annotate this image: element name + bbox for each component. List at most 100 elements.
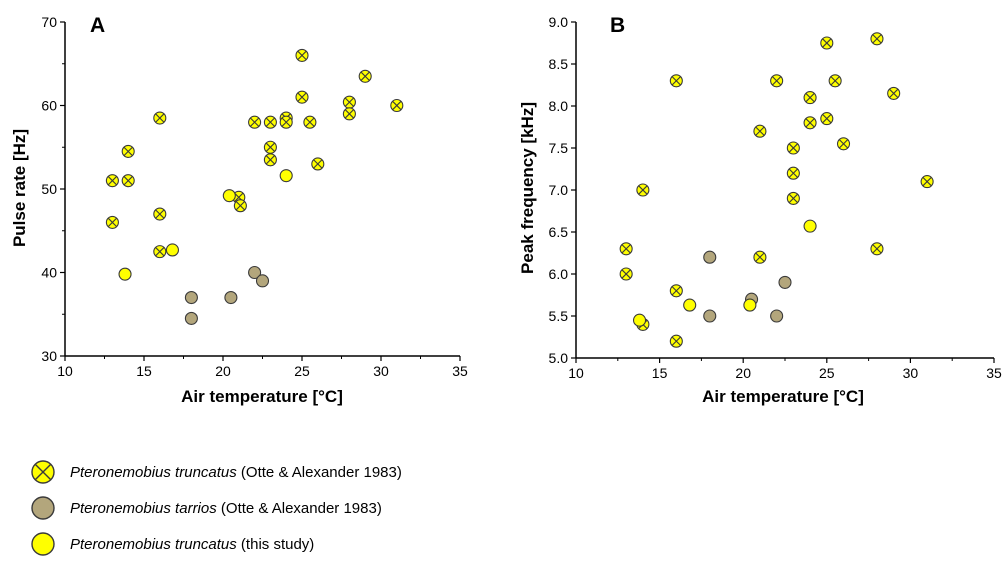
data-point-truncatus-study xyxy=(743,298,757,312)
data-point-truncatus-otte xyxy=(887,86,901,100)
panel-b-points xyxy=(619,32,934,348)
x-tick-label: 20 xyxy=(215,363,231,379)
data-point-truncatus-otte xyxy=(803,91,817,105)
data-point-truncatus-otte xyxy=(303,115,317,129)
data-point-truncatus-otte xyxy=(342,95,356,109)
data-point-truncatus-otte xyxy=(263,153,277,167)
data-point-truncatus-otte xyxy=(153,111,167,125)
data-point-tarrios xyxy=(224,290,238,305)
data-point-truncatus-otte xyxy=(342,107,356,121)
legend-item-truncatus-otte: Pteronemobius truncatus (Otte & Alexande… xyxy=(30,454,402,490)
data-point-truncatus-otte xyxy=(770,74,784,88)
data-point-tarrios xyxy=(184,311,198,325)
data-point-truncatus-otte xyxy=(295,48,309,62)
data-point-truncatus-otte xyxy=(669,284,683,298)
x-tick-label: 35 xyxy=(986,365,1002,381)
data-point-truncatus-otte xyxy=(920,175,934,189)
panel-a: A Pulse rate [Hz] Air temperature [°C] 1… xyxy=(10,14,468,406)
data-point-truncatus-otte xyxy=(295,90,309,104)
y-tick-label: 6.5 xyxy=(549,224,569,240)
x-tick-label: 20 xyxy=(735,365,751,381)
legend-item-tarrios: Pteronemobius tarrios (Otte & Alexander … xyxy=(30,490,402,526)
x-tick-label: 10 xyxy=(57,363,73,379)
legend-marker-yellow-circle-icon xyxy=(31,532,55,556)
legend-marker-crossed-yellow-icon xyxy=(31,460,55,484)
data-point-tarrios xyxy=(255,274,270,288)
y-tick-label: 30 xyxy=(41,348,57,364)
data-point-truncatus-otte xyxy=(248,115,262,129)
data-point-truncatus-study xyxy=(165,243,179,257)
data-point-tarrios xyxy=(703,309,717,323)
data-point-tarrios xyxy=(703,250,717,264)
y-tick-label: 9.0 xyxy=(549,14,569,30)
y-tick-label: 7.0 xyxy=(549,182,569,198)
data-point-truncatus-otte xyxy=(153,207,167,221)
panel-b-ticks: 10 15 20 25 30 35 5.0 5.5 6.0 6.5 7.0 7.5 8.0 8.5 9.0 xyxy=(549,14,1002,381)
x-tick-label: 15 xyxy=(136,363,152,379)
data-point-truncatus-otte xyxy=(786,141,800,155)
y-tick-label: 8.0 xyxy=(549,98,569,114)
data-point-truncatus-study xyxy=(222,189,236,203)
legend-label: Pteronemobius truncatus (this study) xyxy=(70,535,315,553)
data-point-truncatus-otte xyxy=(619,267,633,281)
data-point-tarrios xyxy=(184,290,198,305)
panel-b-ylabel: Peak frequency [kHz] xyxy=(518,102,537,274)
data-point-truncatus-otte xyxy=(636,183,650,197)
data-point-truncatus-otte xyxy=(669,334,683,348)
y-tick-label: 5.5 xyxy=(549,308,569,324)
y-tick-label: 5.0 xyxy=(549,350,569,366)
data-point-truncatus-otte xyxy=(153,245,167,259)
data-point-truncatus-otte xyxy=(105,215,119,229)
data-point-truncatus-otte xyxy=(358,69,372,83)
panel-a-points xyxy=(105,48,404,325)
legend: Pteronemobius truncatus (Otte & Alexande… xyxy=(30,454,402,562)
data-point-truncatus-otte xyxy=(619,242,633,256)
data-point-truncatus-study xyxy=(279,169,293,183)
data-point-truncatus-otte xyxy=(263,115,277,129)
panel-a-ylabel: Pulse rate [Hz] xyxy=(10,129,29,247)
y-tick-label: 50 xyxy=(41,181,57,197)
x-tick-label: 25 xyxy=(819,365,835,381)
y-tick-label: 7.5 xyxy=(549,140,569,156)
data-point-truncatus-otte xyxy=(390,98,404,113)
y-tick-label: 60 xyxy=(41,98,57,114)
data-point-tarrios xyxy=(248,265,262,280)
y-tick-label: 40 xyxy=(41,265,57,281)
data-point-truncatus-study xyxy=(118,267,132,281)
x-tick-label: 25 xyxy=(294,363,310,379)
legend-item-truncatus-study: Pteronemobius truncatus (this study) xyxy=(30,526,402,562)
panel-a-ticks: 10 15 20 25 30 35 30 40 50 60 70 xyxy=(41,14,468,379)
data-point-truncatus-otte xyxy=(233,199,247,213)
x-tick-label: 15 xyxy=(652,365,668,381)
x-tick-label: 30 xyxy=(373,363,389,379)
data-point-truncatus-otte xyxy=(803,116,817,130)
panel-a-label: A xyxy=(90,14,105,37)
data-point-truncatus-study xyxy=(632,313,647,327)
data-point-truncatus-otte xyxy=(669,74,683,88)
data-point-truncatus-otte xyxy=(870,242,884,256)
panel-b-label: B xyxy=(610,14,625,37)
data-point-tarrios xyxy=(770,309,784,323)
y-tick-label: 8.5 xyxy=(549,56,569,72)
data-point-truncatus-otte xyxy=(836,137,851,151)
x-tick-label: 35 xyxy=(452,363,468,379)
legend-label: Pteronemobius truncatus (Otte & Alexande… xyxy=(70,463,402,481)
data-point-truncatus-otte xyxy=(279,115,293,129)
data-point-truncatus-otte xyxy=(870,32,884,46)
panel-b-xlabel: Air temperature [°C] xyxy=(702,387,864,406)
legend-label: Pteronemobius tarrios (Otte & Alexander … xyxy=(70,499,382,517)
data-point-tarrios xyxy=(778,275,792,289)
data-point-truncatus-otte xyxy=(753,250,767,264)
y-tick-label: 70 xyxy=(41,14,57,30)
x-tick-label: 30 xyxy=(903,365,919,381)
data-point-truncatus-otte xyxy=(786,166,800,180)
data-point-truncatus-study xyxy=(803,219,817,233)
panel-b: B Peak frequency [kHz] Air temperature [… xyxy=(518,14,1002,406)
data-point-truncatus-otte xyxy=(820,36,834,50)
data-point-truncatus-otte xyxy=(820,112,834,126)
data-point-truncatus-otte xyxy=(311,157,325,171)
data-point-truncatus-otte xyxy=(753,124,767,138)
data-point-truncatus-otte xyxy=(121,174,135,188)
panel-a-xlabel: Air temperature [°C] xyxy=(181,387,343,406)
